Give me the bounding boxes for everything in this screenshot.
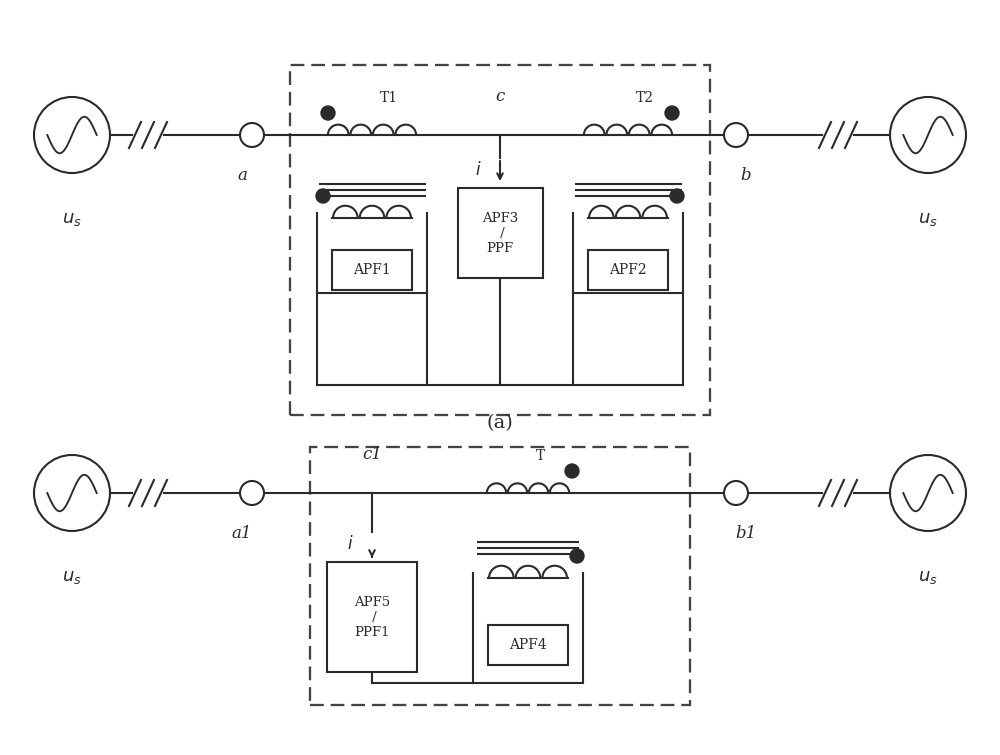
Text: $u_s$: $u_s$ bbox=[918, 210, 938, 228]
Circle shape bbox=[240, 123, 264, 147]
Text: a: a bbox=[237, 167, 247, 184]
Circle shape bbox=[724, 481, 748, 505]
Circle shape bbox=[665, 106, 679, 120]
Text: b: b bbox=[741, 167, 751, 184]
Circle shape bbox=[321, 106, 335, 120]
Bar bbox=[310, 447, 690, 705]
Text: APF3
 /
PPF: APF3 / PPF bbox=[482, 211, 518, 254]
Text: $u_s$: $u_s$ bbox=[918, 568, 938, 586]
Circle shape bbox=[240, 481, 264, 505]
Text: T1: T1 bbox=[380, 91, 398, 105]
Text: b1: b1 bbox=[735, 525, 757, 542]
Text: $i$: $i$ bbox=[475, 161, 482, 179]
Text: APF4: APF4 bbox=[509, 638, 547, 652]
Text: (a): (a) bbox=[487, 414, 513, 432]
Circle shape bbox=[724, 123, 748, 147]
Text: APF2: APF2 bbox=[609, 263, 647, 277]
Text: $u_s$: $u_s$ bbox=[62, 568, 82, 586]
Bar bbox=[327, 562, 417, 672]
Text: c: c bbox=[495, 88, 505, 105]
Bar bbox=[488, 625, 568, 665]
Text: T: T bbox=[536, 449, 545, 463]
Bar bbox=[458, 188, 542, 278]
Circle shape bbox=[565, 464, 579, 478]
Text: APF1: APF1 bbox=[353, 263, 391, 277]
Circle shape bbox=[316, 189, 330, 203]
Circle shape bbox=[670, 189, 684, 203]
Text: a1: a1 bbox=[232, 525, 252, 542]
Text: $u_s$: $u_s$ bbox=[62, 210, 82, 228]
Text: c1: c1 bbox=[362, 446, 382, 463]
Text: T2: T2 bbox=[636, 91, 654, 105]
Bar bbox=[290, 65, 710, 415]
Text: APF5
 /
PPF1: APF5 / PPF1 bbox=[354, 596, 390, 639]
Text: $i$: $i$ bbox=[347, 535, 354, 553]
Circle shape bbox=[570, 549, 584, 563]
Bar bbox=[588, 250, 668, 290]
Bar bbox=[332, 250, 412, 290]
